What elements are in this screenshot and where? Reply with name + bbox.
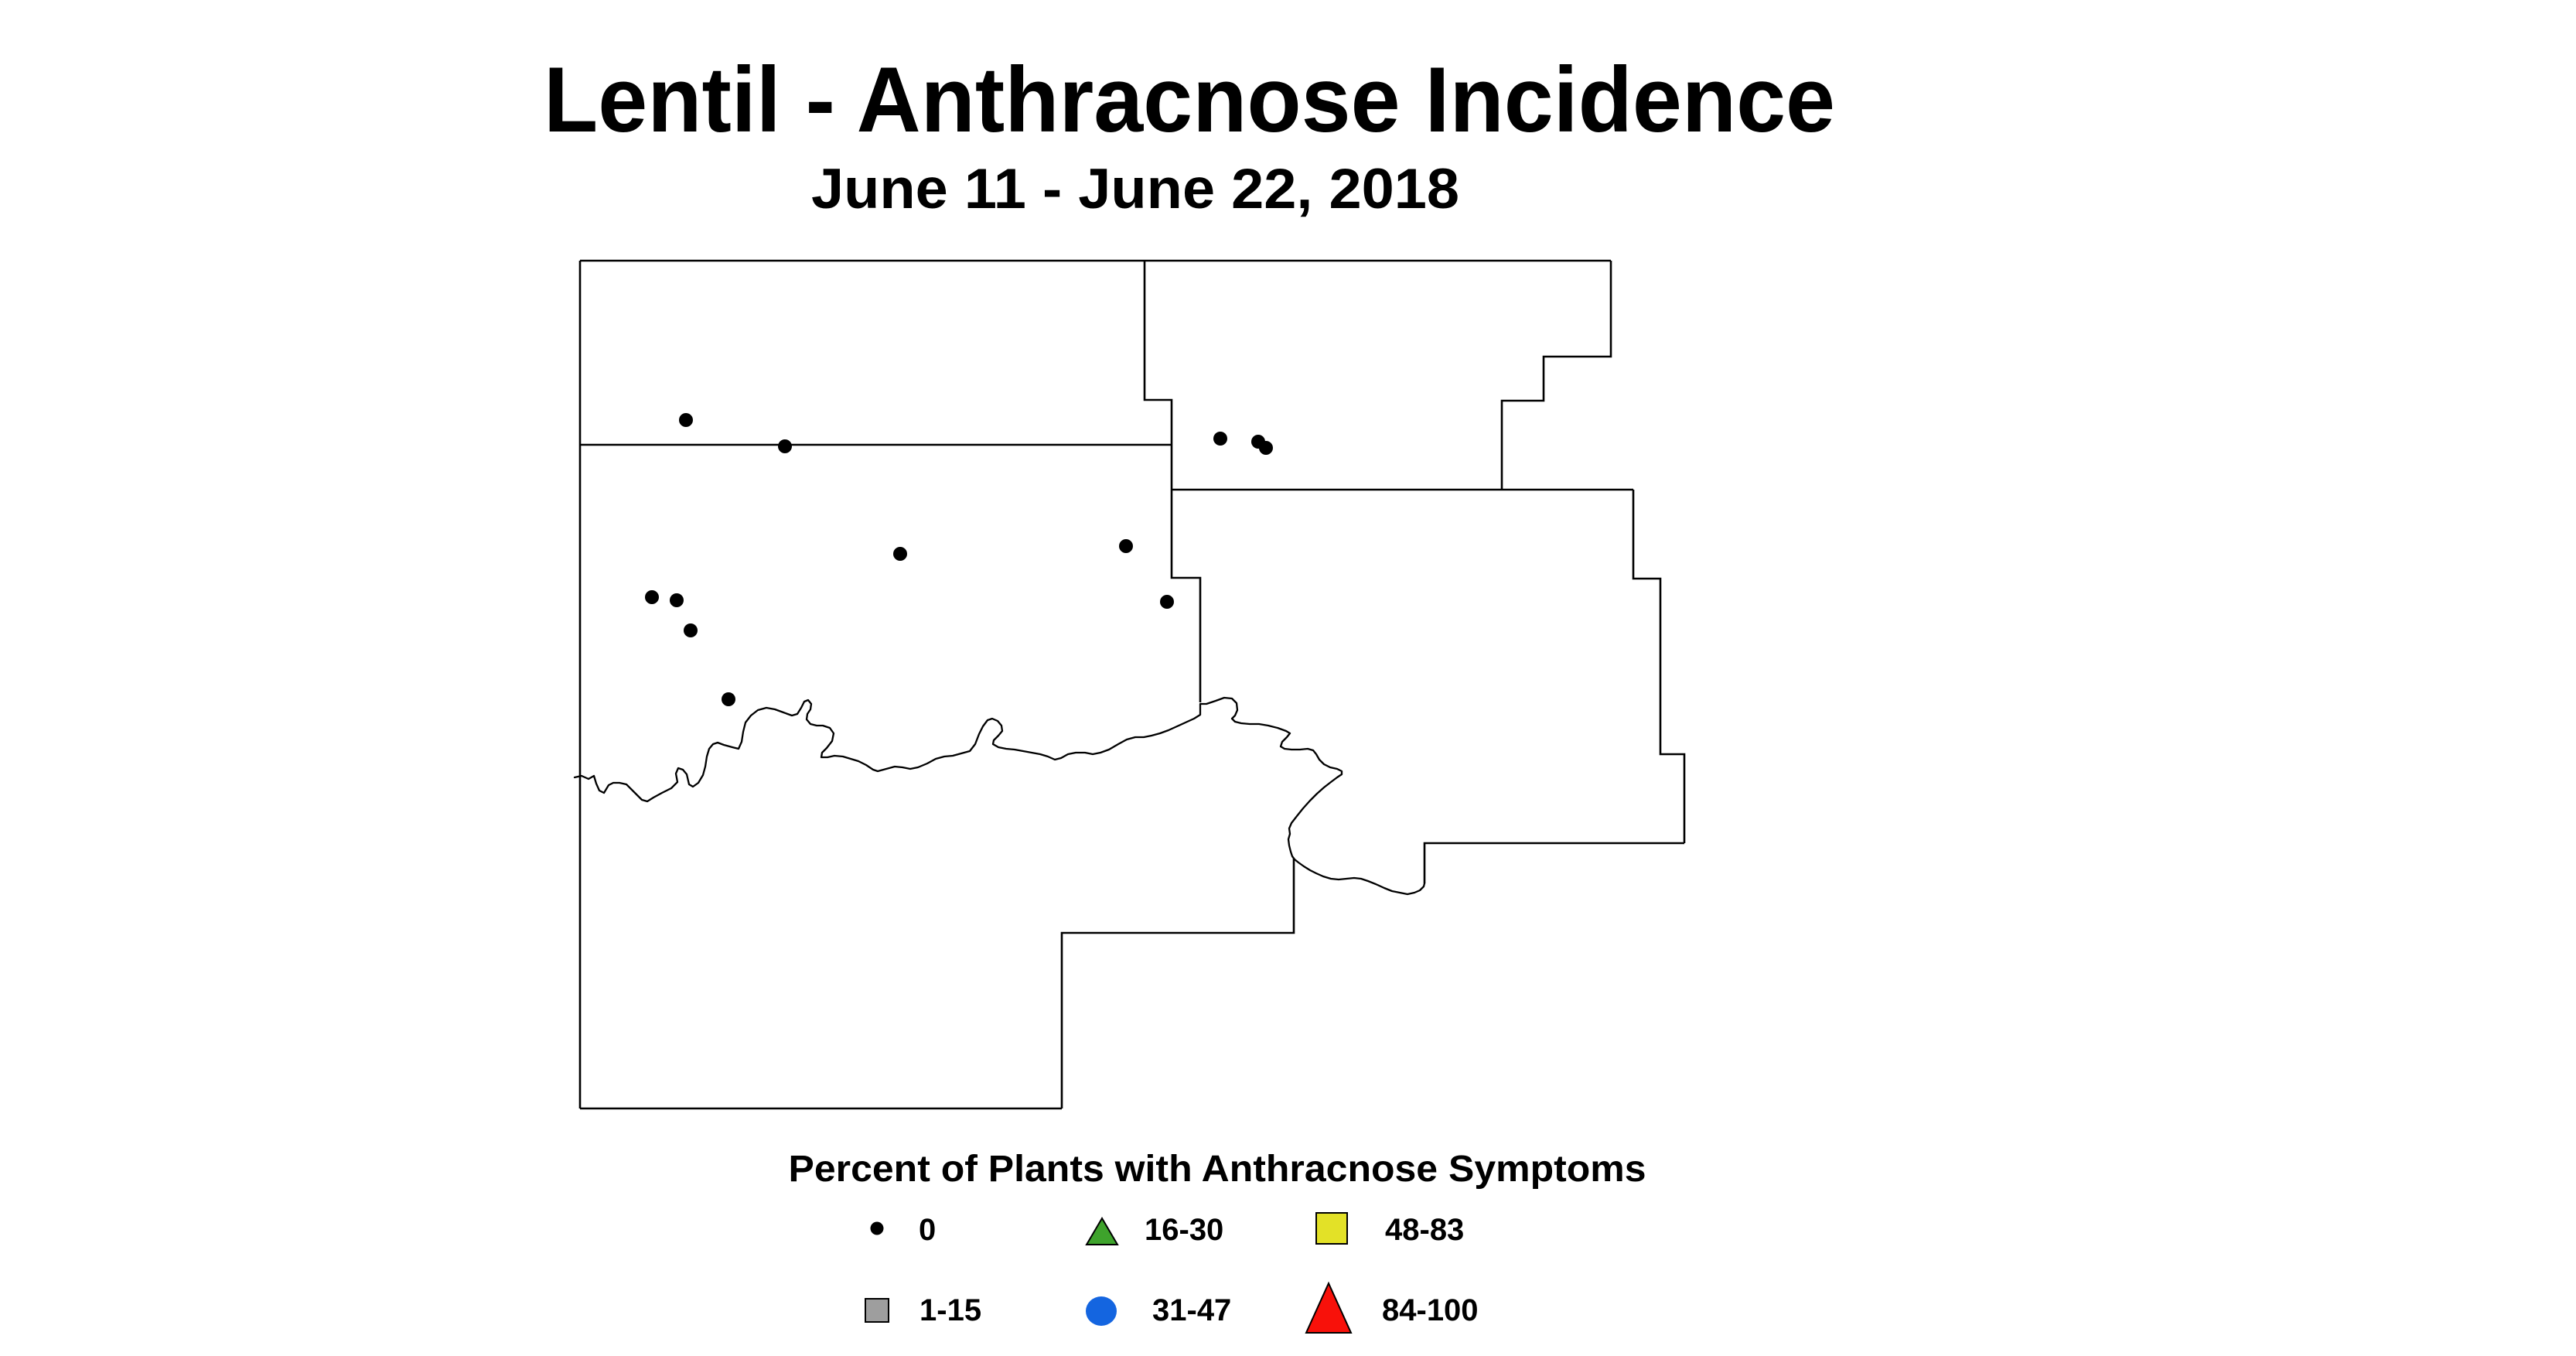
east-district-south-boundary [1423, 842, 1684, 883]
legend: Percent of Plants with Anthracnose Sympt… [789, 1149, 1646, 1334]
legend-label-16-30: 16-30 [1145, 1213, 1223, 1247]
survey-point-zero-incidence [645, 590, 659, 604]
survey-point-zero-incidence [684, 623, 698, 637]
legend-symbol-gray-square [865, 1298, 889, 1323]
river-boundary [573, 696, 1426, 896]
survey-point-zero-incidence [778, 439, 792, 453]
district-boundaries [578, 259, 1686, 1110]
legend-symbol-yellow-square [1315, 1212, 1348, 1245]
page-title: Lentil - Anthracnose Incidence [544, 48, 1835, 152]
map-northeast-steps [1500, 261, 1612, 490]
survey-point-zero-incidence [1119, 539, 1133, 553]
legend-label-31-47: 31-47 [1152, 1293, 1231, 1327]
map-points [645, 413, 1273, 706]
legend-symbol-blue-circle [1086, 1296, 1117, 1326]
survey-point-zero-incidence [1160, 595, 1174, 609]
legend-title: Percent of Plants with Anthracnose Sympt… [789, 1149, 1646, 1190]
legend-label-48-83: 48-83 [1385, 1213, 1464, 1247]
legend-symbol-dot [870, 1221, 884, 1235]
legend-symbol-red-triangle [1305, 1281, 1353, 1334]
central-district-boundary [1143, 261, 1202, 702]
survey-point-zero-incidence [893, 547, 907, 561]
page-subtitle: June 11 - June 22, 2018 [811, 158, 1459, 220]
legend-label-1-15: 1-15 [920, 1293, 981, 1327]
survey-point-zero-incidence [670, 593, 684, 607]
survey-point-zero-incidence [679, 413, 693, 427]
survey-point-zero-incidence [1213, 432, 1227, 446]
survey-point-zero-incidence [722, 692, 735, 706]
legend-label-84-100: 84-100 [1382, 1293, 1479, 1327]
survey-point-zero-incidence [1259, 441, 1273, 455]
map-east-steps [1632, 490, 1686, 843]
legend-symbol-green-triangle [1085, 1217, 1119, 1245]
south-district-east-boundary [1060, 859, 1295, 1108]
legend-label-0: 0 [919, 1213, 936, 1247]
